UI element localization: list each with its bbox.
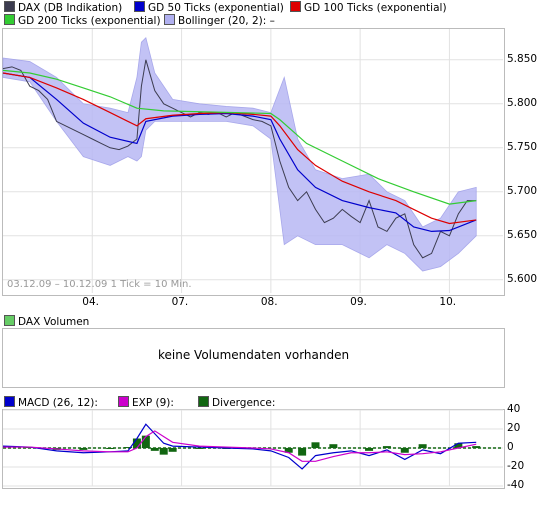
divergence-bar — [141, 435, 150, 448]
legend-label-exp: EXP (9): — [132, 397, 174, 409]
divergence-bar — [284, 448, 293, 453]
legend-swatch-dax — [4, 1, 15, 12]
divergence-bar — [106, 448, 115, 449]
macd-y-tick: 40 — [507, 403, 521, 415]
divergence-bar — [382, 446, 391, 448]
legend-label-gd200: GD 200 Ticks (exponential) — [18, 15, 161, 27]
legend-swatch-bollinger — [164, 14, 175, 25]
legend-item-bollinger: Bollinger (20, 2): – — [164, 14, 275, 27]
price-y-tick: 5.850 — [507, 52, 538, 65]
legend-swatch-divergence — [198, 396, 209, 407]
price-x-tick: 10. — [439, 296, 457, 308]
divergence-bar — [454, 443, 463, 448]
volume-panel — [2, 328, 505, 388]
legend-item-divergence: Divergence: — [198, 396, 275, 409]
legend-swatch-macd — [4, 396, 15, 407]
price-x-tick: 09. — [350, 296, 367, 308]
divergence-bar — [124, 447, 132, 448]
legend-item-dax: DAX (DB Indikation) — [4, 1, 122, 14]
price-x-tick: 04. — [82, 296, 99, 308]
divergence-bar — [472, 446, 481, 448]
divergence-bar — [132, 438, 141, 448]
divergence-bar — [150, 448, 159, 451]
legend-label-gd100: GD 100 Ticks (exponential) — [304, 2, 447, 14]
legend-label-divergence: Divergence: — [212, 397, 276, 409]
divergence-bar — [311, 442, 320, 448]
legend-label-volume: DAX Volumen — [18, 316, 90, 328]
legend-label-dax: DAX (DB Indikation) — [18, 2, 123, 14]
divergence-bar — [168, 448, 177, 452]
legend-label-gd50: GD 50 Ticks (exponential) — [148, 2, 284, 14]
macd-y-tick: 0 — [507, 441, 514, 453]
price-y-tick: 5.700 — [507, 184, 538, 197]
macd-y-tick: 20 — [507, 422, 521, 434]
divergence-bar — [329, 444, 338, 448]
legend-swatch-volume — [4, 315, 15, 326]
gd50-line — [2, 72, 477, 233]
divergence-bar — [159, 448, 168, 455]
gd200-line — [2, 69, 477, 205]
legend-swatch-gd100 — [290, 1, 301, 12]
legend-swatch-gd200 — [4, 14, 15, 25]
date-range-note: 03.12.09 – 10.12.09 1 Tick = 10 Min. — [7, 279, 192, 290]
divergence-bar — [400, 448, 409, 453]
price-y-tick: 5.650 — [507, 228, 538, 241]
price-x-tick: 07. — [171, 296, 189, 308]
divergence-bar — [195, 448, 204, 449]
divergence-bar — [365, 448, 374, 451]
legend-item-gd50: GD 50 Ticks (exponential) — [134, 1, 284, 14]
legend-item-volume: DAX Volumen — [4, 315, 89, 328]
divergence-bar — [79, 448, 88, 450]
legend-swatch-gd50 — [134, 1, 145, 12]
macd-y-tick: -40 — [507, 479, 525, 491]
legend-label-macd: MACD (26, 12): — [18, 397, 98, 409]
legend-item-gd100: GD 100 Ticks (exponential) — [290, 1, 447, 14]
price-y-tick: 5.750 — [507, 140, 538, 153]
macd-y-tick: -20 — [507, 460, 525, 472]
macd-line — [2, 423, 477, 470]
legend-item-exp: EXP (9): — [118, 396, 174, 409]
legend-label-bollinger: Bollinger (20, 2): – — [178, 15, 275, 27]
legend-item-gd200: GD 200 Ticks (exponential) — [4, 14, 161, 27]
legend-swatch-exp — [118, 396, 129, 407]
gd100-line — [2, 72, 477, 225]
bollinger-band — [2, 37, 477, 272]
price-y-tick: 5.600 — [507, 272, 538, 285]
legend-item-macd: MACD (26, 12): — [4, 396, 98, 409]
price-x-tick: 08. — [260, 296, 278, 308]
divergence-bar — [298, 448, 307, 456]
divergence-bar — [418, 444, 427, 448]
exp-line — [3, 430, 477, 462]
no-volume-message: keine Volumendaten vorhanden — [158, 348, 350, 362]
price-y-tick: 5.800 — [507, 96, 538, 109]
